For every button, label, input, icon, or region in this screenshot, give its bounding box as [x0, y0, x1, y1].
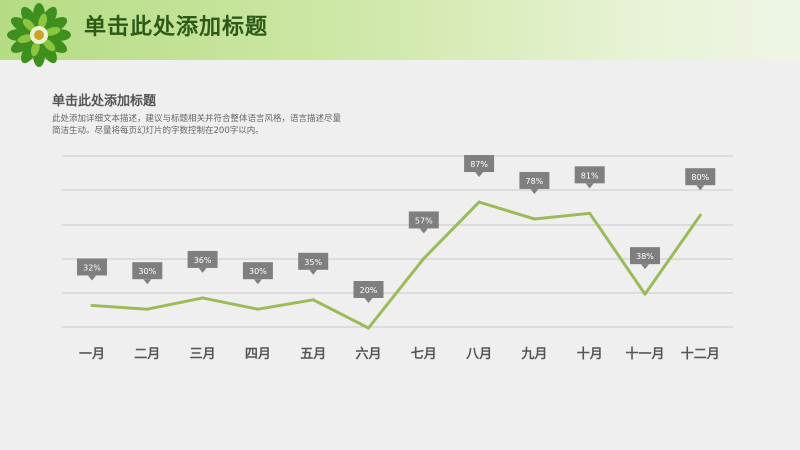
data-label-text: 38% [636, 252, 654, 261]
data-label: 30% [242, 262, 273, 285]
data-label-text: 35% [304, 258, 322, 267]
data-point [311, 298, 315, 302]
x-tick-label: 四月 [245, 347, 271, 362]
data-label: 78% [519, 171, 550, 194]
flower-logo-icon [7, 3, 71, 67]
x-tick-label: 一月 [79, 347, 105, 362]
data-point [90, 303, 94, 307]
x-tick-label: 五月 [300, 347, 326, 362]
data-point [588, 211, 592, 215]
x-tick-label: 七月 [411, 347, 437, 362]
x-tick-label: 十二月 [681, 346, 720, 362]
x-tick-label: 八月 [465, 347, 492, 362]
data-label-text: 32% [83, 263, 101, 272]
data-label: 36% [187, 250, 218, 273]
data-label: 81% [574, 166, 605, 189]
data-label: 87% [464, 155, 495, 178]
x-tick-label: 九月 [520, 347, 547, 362]
data-label: 35% [298, 252, 329, 275]
data-point [422, 256, 426, 260]
data-label-text: 57% [415, 216, 433, 225]
data-label: 32% [77, 258, 107, 281]
data-label-text: 30% [249, 267, 267, 276]
data-label: 38% [630, 247, 660, 270]
data-label-text: 30% [138, 267, 156, 276]
data-point [643, 292, 647, 296]
data-label: 20% [353, 281, 384, 303]
series-line [90, 200, 702, 330]
data-label-text: 20% [360, 286, 378, 295]
data-label-text: 36% [194, 256, 212, 265]
data-label-text: 78% [526, 177, 544, 186]
header-band [0, 0, 800, 60]
x-tick-label: 十一月 [625, 346, 664, 362]
data-label: 80% [685, 168, 716, 191]
data-point [201, 296, 205, 300]
section-description: 此处添加详细文本描述，建议与标题相关并符合整体语言风格，语言描述尽量简洁生动。尽… [52, 114, 342, 136]
header-title: 单击此处添加标题 [84, 15, 269, 40]
data-point [145, 307, 149, 311]
data-label: 30% [132, 262, 163, 285]
data-point [532, 217, 536, 221]
data-label: 57% [408, 211, 439, 234]
section-title: 单击此处添加标题 [52, 94, 157, 109]
data-label-text: 80% [691, 173, 709, 182]
data-point [698, 213, 702, 217]
data-label-text: 81% [581, 171, 599, 180]
x-tick-label: 十月 [577, 346, 603, 362]
x-tick-label: 六月 [355, 346, 381, 362]
x-tick-label: 二月 [134, 347, 160, 362]
data-point [367, 326, 370, 330]
x-tick-label: 三月 [190, 347, 216, 362]
data-point [477, 200, 481, 204]
data-point [256, 307, 260, 311]
data-label-text: 87% [470, 160, 488, 169]
